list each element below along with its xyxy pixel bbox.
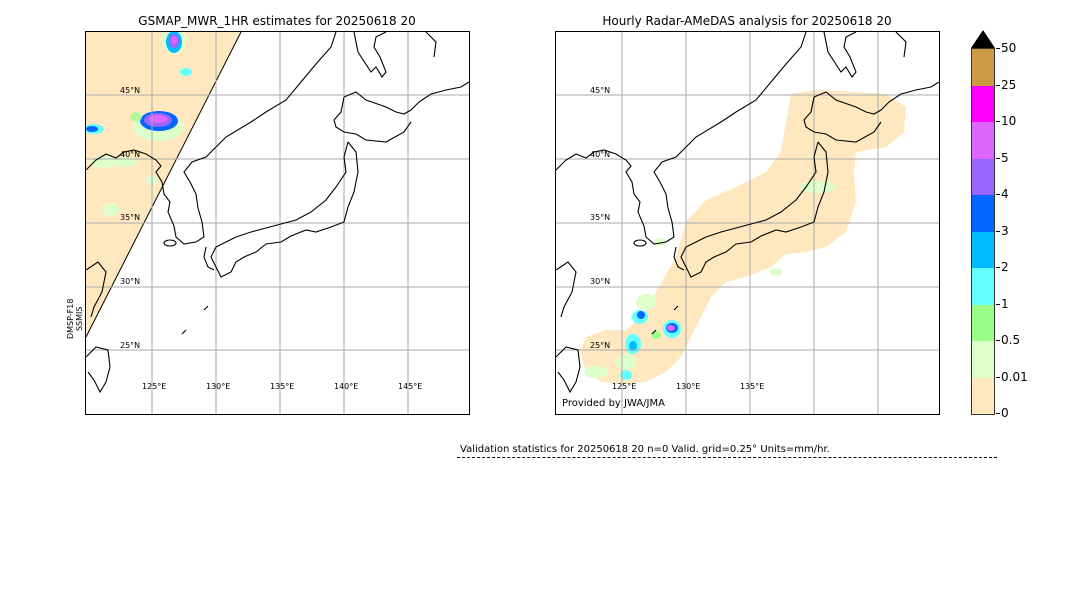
right-lat-label-35: 35°N — [590, 213, 611, 222]
left-lon-label-140: 140°E — [334, 382, 359, 391]
colorbar-extend-arrow — [971, 30, 995, 48]
satellite-label-line2: SSMIS — [75, 306, 84, 332]
data-credit: Provided by JWA/JMA — [562, 398, 665, 409]
colorbar-seg-0.01-0.5 — [972, 341, 994, 378]
colorbar — [971, 48, 995, 415]
colorbar-seg-2-3 — [972, 232, 994, 268]
left-map-graphic — [86, 32, 469, 414]
colorbar-tick-10: 10 — [995, 114, 1017, 128]
left-lon-label-125: 125°E — [142, 382, 167, 391]
satellite-label: DMSP-F18 SSMIS — [66, 299, 84, 339]
colorbar-tick-25: 25 — [995, 78, 1017, 92]
right-panel-title: Hourly Radar-AMeDAS analysis for 2025061… — [602, 14, 892, 28]
colorbar-tick-4: 4 — [996, 187, 1009, 201]
right-lon-label-135: 135°E — [740, 382, 765, 391]
left-lat-label-30: 30°N — [120, 277, 141, 286]
colorbar-tick-3: 3 — [996, 224, 1009, 238]
colorbar-seg-3-4 — [972, 195, 994, 232]
colorbar-tick-0: 0 — [996, 406, 1009, 420]
colorbar-tick-50: 50 — [995, 41, 1017, 55]
colorbar-tick-0.5: 0.5 — [995, 333, 1021, 347]
left-map: 45°N 40°N 35°N 30°N 25°N 125°E 130°E 135… — [85, 31, 470, 415]
colorbar-seg-0-0.01 — [972, 378, 994, 414]
right-lat-label-40: 40°N — [590, 150, 611, 159]
left-lon-label-130: 130°E — [206, 382, 231, 391]
right-lat-label-45: 45°N — [590, 86, 611, 95]
right-map-graphic — [556, 32, 939, 414]
satellite-label-line1: DMSP-F18 — [66, 298, 75, 339]
left-panel-title: GSMAP_MWR_1HR estimates for 20250618 20 — [138, 14, 416, 28]
left-lat-label-45: 45°N — [120, 86, 141, 95]
validation-statistics: Validation statistics for 20250618 20 n=… — [460, 444, 830, 455]
right-lon-label-125: 125°E — [612, 382, 637, 391]
colorbar-tick-2: 2 — [996, 260, 1009, 274]
colorbar-tick-5: 5 — [996, 151, 1009, 165]
colorbar-tick-0.01: 0.01 — [996, 370, 1028, 384]
colorbar-seg-0.5-1 — [972, 305, 994, 341]
colorbar-seg-25-50 — [972, 49, 994, 86]
left-lat-label-35: 35°N — [120, 213, 141, 222]
colorbar-seg-10-25 — [972, 86, 994, 122]
right-lat-label-25: 25°N — [590, 341, 611, 350]
right-map: 45°N 40°N 35°N 30°N 25°N 125°E 130°E 135… — [555, 31, 940, 415]
colorbar-tick-1: 1 — [996, 297, 1009, 311]
validation-divider — [457, 457, 997, 458]
left-lon-label-135: 135°E — [270, 382, 295, 391]
colorbar-seg-4-5 — [972, 159, 994, 195]
colorbar-seg-1-2 — [972, 268, 994, 305]
right-lat-label-30: 30°N — [590, 277, 611, 286]
left-lat-label-40: 40°N — [120, 150, 141, 159]
colorbar-seg-5-10 — [972, 122, 994, 159]
right-lon-label-130: 130°E — [676, 382, 701, 391]
left-lat-label-25: 25°N — [120, 341, 141, 350]
left-lon-label-145: 145°E — [398, 382, 423, 391]
